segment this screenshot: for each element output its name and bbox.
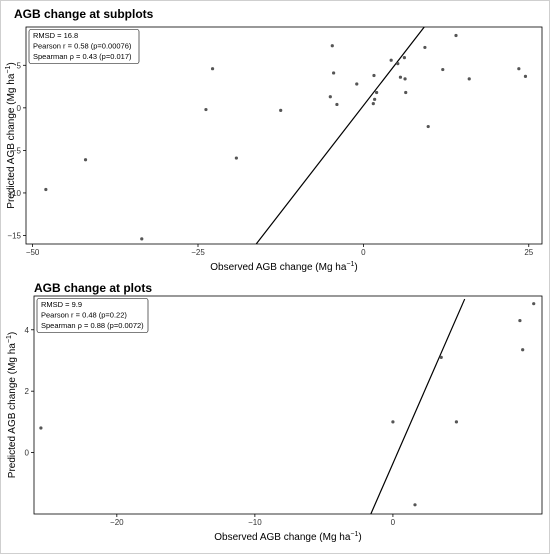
data-point — [404, 90, 408, 95]
data-point — [372, 73, 376, 78]
data-point — [523, 74, 528, 78]
data-point — [403, 77, 407, 81]
stat-pearson: Pearson r = 0.58 (p=0.00076) — [33, 42, 132, 51]
data-point — [532, 302, 536, 306]
data-point — [204, 107, 208, 112]
y-tick-label: −5 — [12, 146, 22, 155]
stat-spearman: Spearman ρ = 0.88 (p=0.0072) — [41, 321, 144, 330]
stat-spearman: Spearman ρ = 0.43 (p=0.017) — [33, 52, 132, 61]
data-point — [375, 90, 379, 95]
x-axis-label-exponent: −1 — [350, 531, 358, 538]
x-axis-label-close: ) — [358, 532, 361, 543]
data-point — [517, 67, 521, 71]
data-point — [332, 71, 336, 75]
x-tick-label: −10 — [248, 518, 262, 527]
stat-rmsd: RMSD = 16.8 — [33, 31, 78, 40]
y-axis-label-close: ) — [6, 62, 17, 65]
y-tick-label: 0 — [17, 104, 22, 113]
data-point — [389, 58, 393, 62]
plot-area — [33, 295, 543, 515]
x-tick-label: 25 — [524, 248, 533, 257]
y-tick-label: 0 — [25, 449, 30, 458]
data-point — [402, 56, 406, 60]
x-tick-label: −25 — [191, 248, 205, 257]
stats-box-border — [28, 29, 140, 64]
stats-box: RMSD = 16.8 Pearson r = 0.58 (p=0.00076)… — [28, 29, 140, 64]
x-tick-label: 0 — [391, 518, 396, 527]
x-tick-label: −20 — [110, 518, 124, 527]
data-point — [373, 97, 377, 101]
data-layer: −50 −25 0 25−15−10−505 — [7, 27, 534, 257]
data-point — [518, 318, 522, 323]
stat-rmsd: RMSD = 9.9 — [41, 300, 82, 309]
y-axis-label: Predicted AGB change (Mg ha−1) — [6, 332, 18, 478]
data-point — [355, 82, 359, 86]
data-point — [371, 101, 375, 106]
y-axis-label-close: ) — [7, 332, 18, 335]
data-point — [454, 420, 459, 424]
chart-title: AGB change at plots — [34, 281, 152, 295]
data-point — [140, 237, 144, 241]
data-point — [467, 77, 471, 81]
data-layer: −20 −10 0 0 2 4 — [25, 298, 536, 527]
x-axis-label: Observed AGB change (Mg ha−1) — [210, 261, 358, 273]
y-tick-label: 2 — [25, 387, 30, 396]
stats-box-border — [36, 298, 149, 333]
data-point — [335, 102, 339, 107]
fit-line — [370, 298, 466, 514]
data-point — [330, 44, 334, 48]
data-point — [423, 45, 427, 50]
y-axis-label-text: Predicted AGB change (Mg ha — [6, 73, 17, 209]
stats-box: RMSD = 9.9 Pearson r = 0.48 (p=0.22) Spe… — [36, 298, 149, 333]
x-axis-label: Observed AGB change (Mg ha−1) — [214, 531, 362, 543]
data-point — [39, 426, 43, 430]
stat-pearson: Pearson r = 0.48 (p=0.22) — [41, 311, 127, 320]
data-point — [234, 156, 238, 160]
y-tick-label: −10 — [7, 189, 21, 198]
y-tick-label: 5 — [17, 61, 22, 70]
data-point — [279, 108, 283, 112]
chart-title: AGB change at subplots — [14, 7, 154, 21]
data-point — [210, 67, 215, 71]
data-point — [454, 33, 458, 38]
x-tick-label: −50 — [26, 248, 40, 257]
data-point — [44, 187, 48, 192]
data-point — [83, 158, 88, 162]
data-point — [439, 355, 443, 360]
x-tick-label: 0 — [361, 248, 366, 257]
chart-subplots: AGB change at subplots −50 −25 0 25−15−10−5… — [5, 7, 543, 273]
data-point — [398, 75, 403, 79]
plot-area — [25, 26, 543, 245]
y-tick-label: 4 — [25, 326, 30, 335]
y-axis-label-text: Predicted AGB change (Mg ha — [7, 343, 18, 479]
data-point — [426, 124, 430, 129]
y-tick-label: −15 — [7, 231, 21, 240]
data-point — [413, 503, 417, 507]
data-point — [396, 61, 400, 66]
data-point — [521, 348, 525, 352]
y-axis-label: Predicted AGB change (Mg ha−1) — [5, 62, 17, 208]
fit-line — [255, 27, 425, 244]
x-axis-label-close: ) — [354, 262, 357, 273]
x-axis-label-text: Observed AGB change (Mg ha — [210, 262, 347, 273]
data-point — [391, 420, 395, 424]
x-axis-label-text: Observed AGB change (Mg ha — [214, 532, 351, 543]
chart-plots: AGB change at plots −20 −10 0 0 2 4 RMSD = 9.… — [6, 281, 543, 543]
data-point — [441, 67, 445, 72]
y-axis-label-exponent: −1 — [5, 66, 12, 74]
data-point — [328, 95, 332, 99]
y-axis-label-exponent: −1 — [6, 335, 13, 343]
x-axis-label-exponent: −1 — [346, 261, 354, 268]
